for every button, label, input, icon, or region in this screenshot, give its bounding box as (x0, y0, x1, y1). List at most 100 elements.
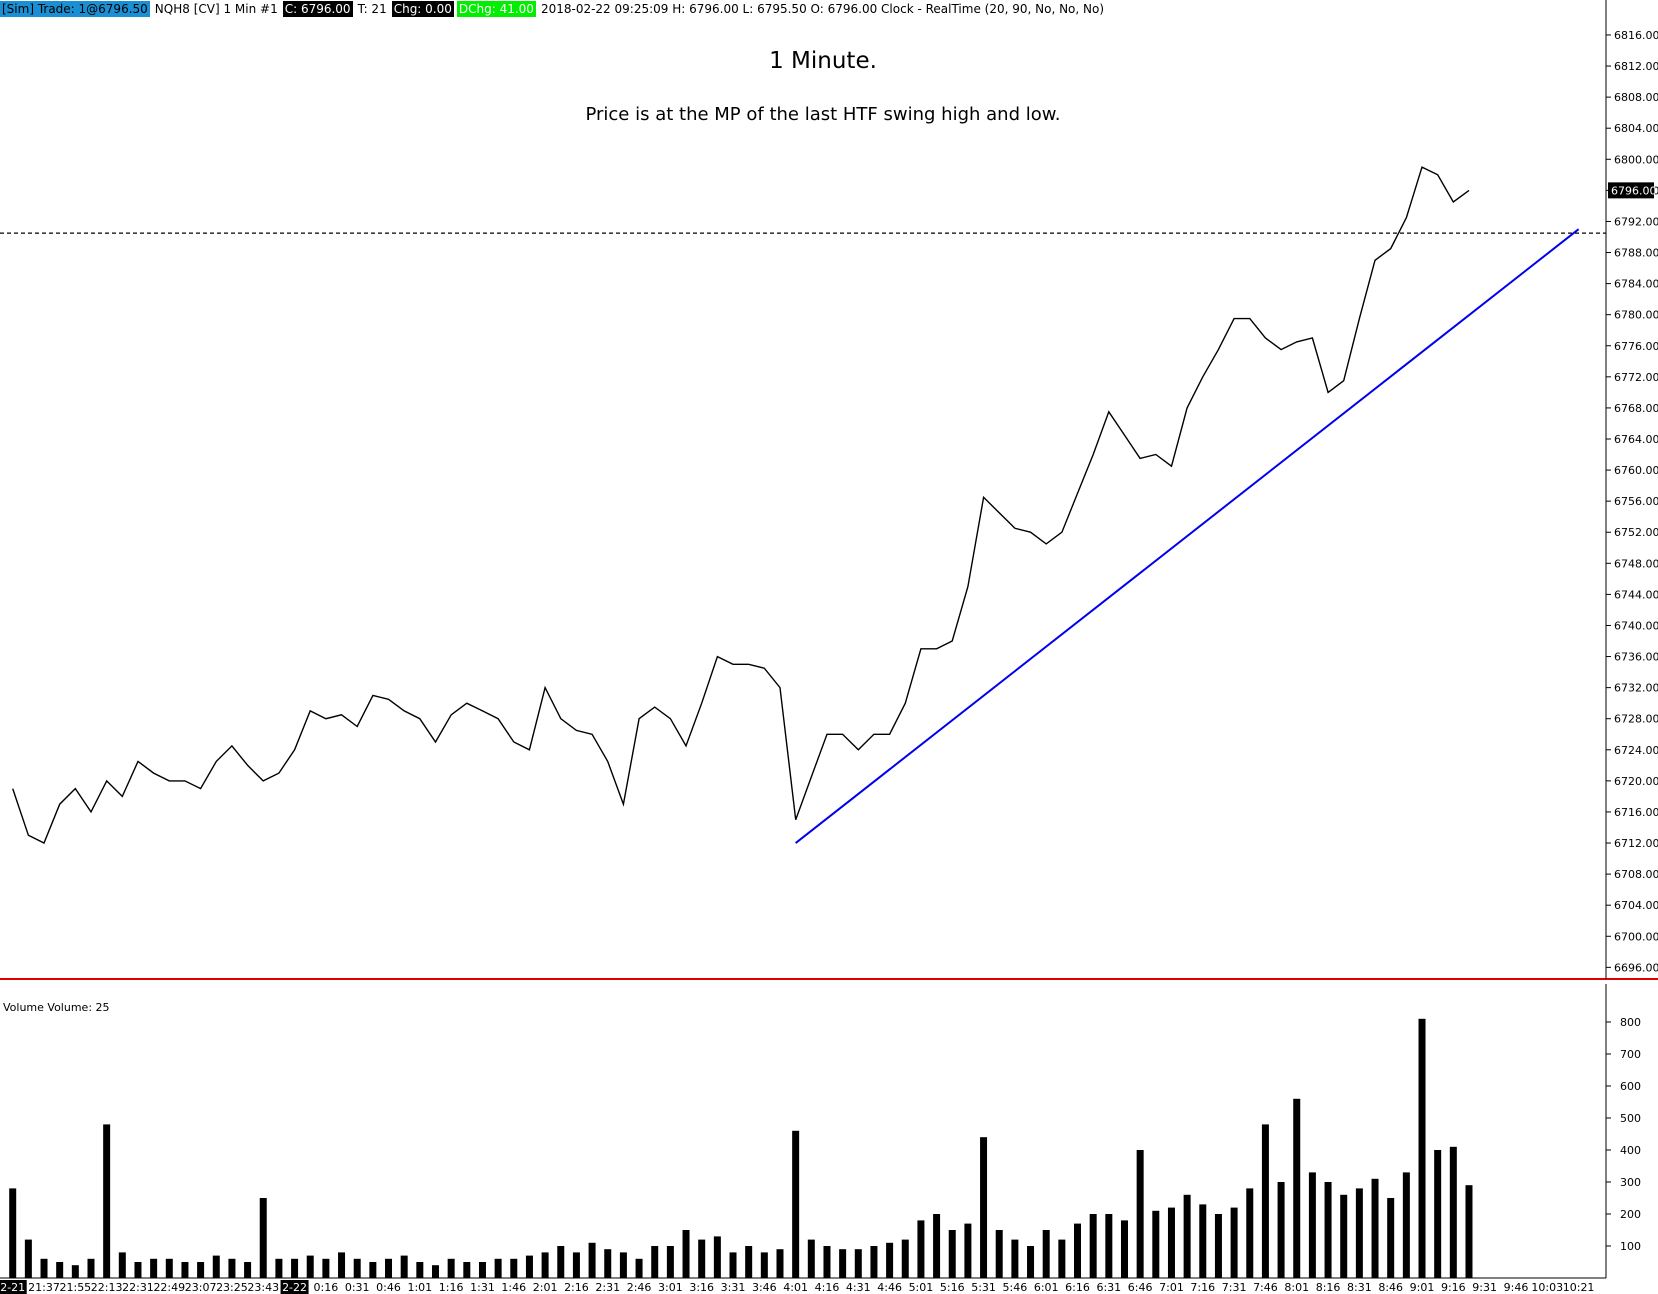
volume-bar (760, 1252, 768, 1278)
sim-trade: [Sim] Trade: 1@6796.50 (0, 1, 150, 17)
x-tick-label: 23:07 (185, 1281, 217, 1294)
x-tick-label: 9:16 (1441, 1281, 1466, 1294)
y-tick-label: 6812.00 (1614, 60, 1658, 73)
y-tick-label: 6752.00 (1614, 526, 1658, 539)
volume-bar (1230, 1207, 1238, 1278)
x-tick-label: 23:43 (247, 1281, 279, 1294)
volume-bar (1058, 1239, 1066, 1278)
x-tick-label: 5:01 (909, 1281, 934, 1294)
volume-bar (1105, 1214, 1113, 1278)
volume-bar (572, 1252, 580, 1278)
y-tick-label: 6724.00 (1614, 744, 1658, 757)
close: C: 6796.00 (282, 1, 353, 17)
volume-bar (1277, 1182, 1285, 1278)
volume-bar (1152, 1210, 1160, 1278)
volume-bar (1449, 1146, 1457, 1278)
volume-bar (369, 1262, 377, 1278)
volume-bar (917, 1220, 925, 1278)
x-tick-label: 8:31 (1347, 1281, 1372, 1294)
volume-bar (980, 1137, 988, 1278)
info: 2018-02-22 09:25:09 H: 6796.00 L: 6795.5… (540, 2, 1105, 16)
volume-bar (1371, 1178, 1379, 1278)
y-tick-label: 6760.00 (1614, 464, 1658, 477)
x-tick-label: 5:46 (1003, 1281, 1028, 1294)
volume-bar (729, 1252, 737, 1278)
x-tick-label: 6:01 (1034, 1281, 1059, 1294)
trendline (795, 228, 1580, 844)
x-tick-label: 22:49 (153, 1281, 185, 1294)
x-tick-label: 2:01 (533, 1281, 558, 1294)
volume-bar (619, 1252, 627, 1278)
volume-bar (713, 1236, 721, 1278)
volume-bar (1042, 1230, 1050, 1278)
volume-bar (792, 1130, 800, 1278)
date-box (0, 1280, 27, 1294)
volume-bar (886, 1242, 894, 1278)
x-tick-label: 1:46 (501, 1281, 526, 1294)
y-tick-label: 6784.00 (1614, 278, 1658, 291)
y-tick-label: 6816.00 (1614, 29, 1658, 42)
y-tick-label: 6708.00 (1614, 868, 1658, 881)
volume-bar (807, 1239, 815, 1278)
ticks: T: 21 (357, 2, 387, 16)
last-price-label: 6796.00 (1611, 184, 1657, 197)
x-tick-label: 1:01 (407, 1281, 432, 1294)
volume-bar (259, 1198, 267, 1278)
volume-bar (118, 1252, 126, 1278)
volume-bar (1074, 1223, 1082, 1278)
annotation: Price is at the MP of the last HTF swing… (585, 104, 1060, 125)
x-tick-label: 7:01 (1159, 1281, 1184, 1294)
volume-bar (525, 1255, 533, 1278)
x-tick-label: 10:21 (1563, 1281, 1595, 1294)
volume-bar (244, 1262, 252, 1278)
volume-bar (933, 1214, 941, 1278)
x-tick-label: 0:46 (376, 1281, 401, 1294)
x-tick-label: 0:31 (345, 1281, 370, 1294)
volume-bar (353, 1258, 361, 1278)
volume-bar (1120, 1220, 1128, 1278)
volume-bar (1308, 1172, 1316, 1278)
x-tick-label: 4:46 (877, 1281, 902, 1294)
y-tick-label: 6780.00 (1614, 309, 1658, 322)
x-tick-label: 7:16 (1190, 1281, 1215, 1294)
y-tick-label: 600 (1620, 1080, 1641, 1093)
date-box (280, 1280, 309, 1294)
volume-bar (400, 1255, 408, 1278)
chart-title: 1 Minute. (769, 48, 877, 74)
header: [Sim] Trade: 1@6796.50 NQH8 [CV] 1 Min #… (0, 1, 1106, 17)
volume-bar (1027, 1246, 1035, 1278)
x-tick-label: 0:16 (314, 1281, 339, 1294)
volume-bar (306, 1255, 314, 1278)
y-tick-label: 6720.00 (1614, 775, 1658, 788)
volume-bar (588, 1242, 596, 1278)
y-tick-label: 700 (1620, 1048, 1641, 1061)
volume-bar (964, 1223, 972, 1278)
x-tick-label: 3:01 (658, 1281, 683, 1294)
volume-bar (1387, 1198, 1395, 1278)
x-tick-label: 1:16 (439, 1281, 464, 1294)
y-tick-label: 300 (1620, 1176, 1641, 1189)
volume-bar (854, 1249, 862, 1278)
x-tick-label: 6:46 (1128, 1281, 1153, 1294)
instrument: NQH8 [CV] 1 Min #1 (154, 2, 278, 16)
volume-bar (651, 1246, 659, 1278)
y-tick-label: 6808.00 (1614, 91, 1658, 104)
volume-bar (541, 1252, 549, 1278)
volume-bar (1340, 1194, 1348, 1278)
x-tick-label: 4:16 (815, 1281, 840, 1294)
volume-bar (1293, 1098, 1301, 1278)
volume-bar (682, 1230, 690, 1278)
volume-bar (197, 1262, 205, 1278)
y-tick-label: 6804.00 (1614, 122, 1658, 135)
volume-bar (165, 1258, 173, 1278)
volume-bar (1261, 1124, 1269, 1278)
volume-bar (1214, 1214, 1222, 1278)
x-tick-label: 7:31 (1222, 1281, 1247, 1294)
y-tick-label: 6772.00 (1614, 371, 1658, 384)
volume-bar (338, 1252, 346, 1278)
x-tick-label: 1:31 (470, 1281, 495, 1294)
volume-bar (1199, 1204, 1207, 1278)
y-tick-label: 6748.00 (1614, 557, 1658, 570)
x-tick-label: 9:01 (1410, 1281, 1435, 1294)
